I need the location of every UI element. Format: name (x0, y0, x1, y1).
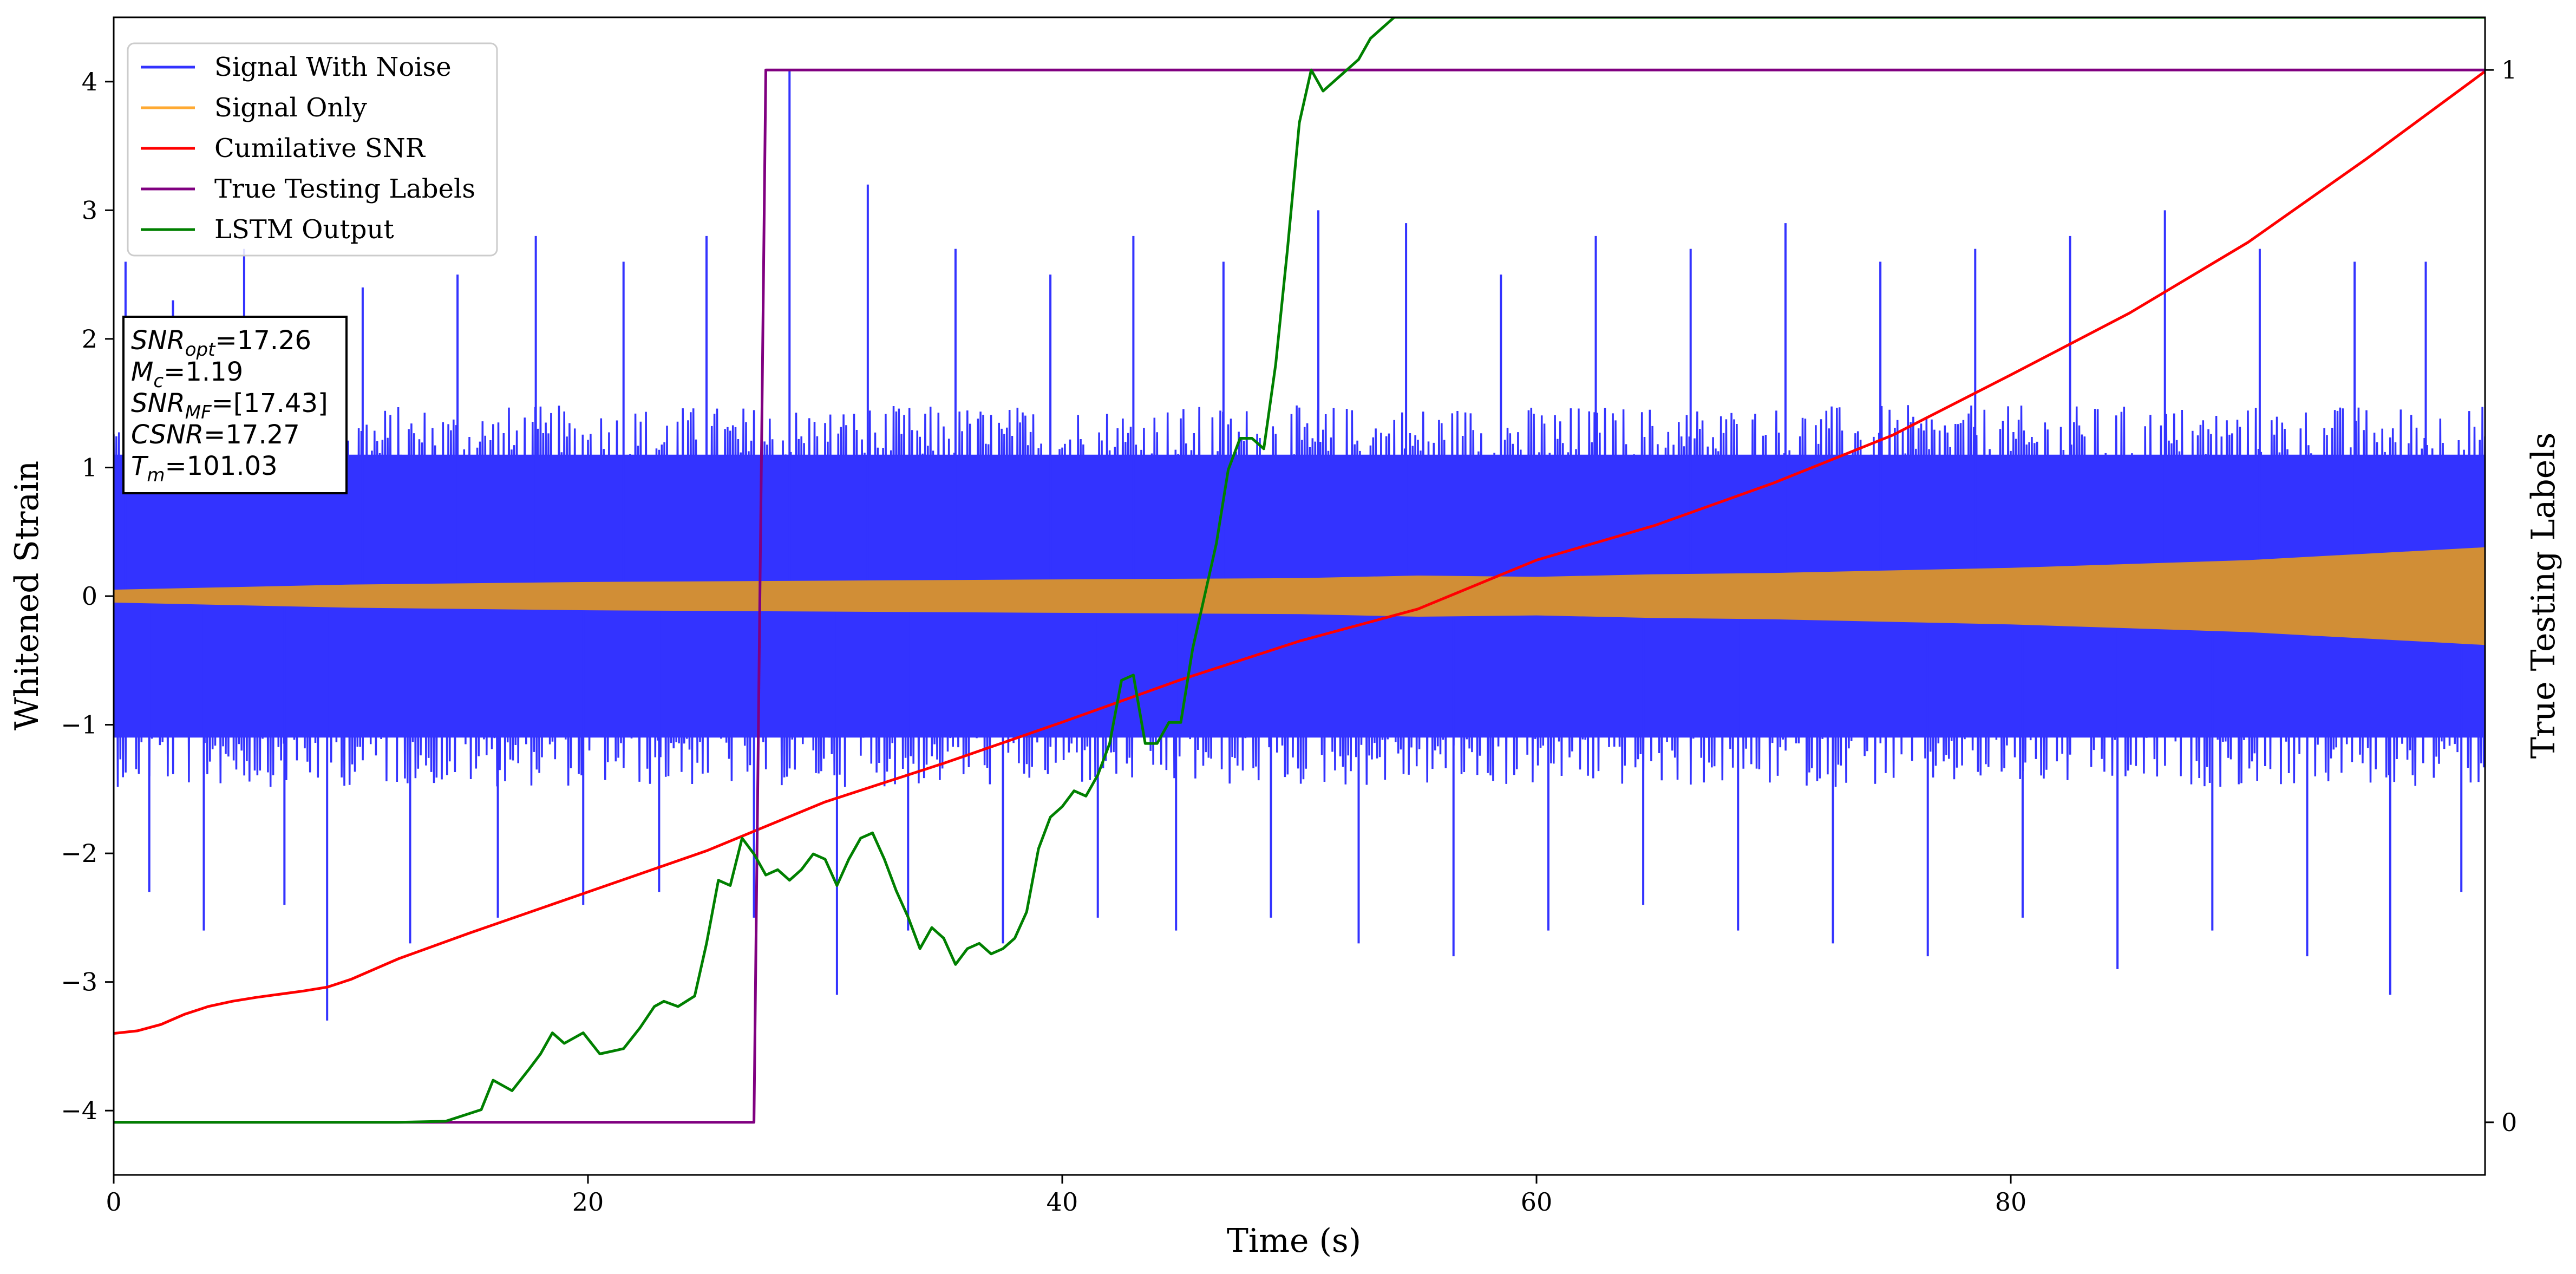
legend-entry: LSTM Output (214, 214, 394, 245)
legend: Signal With Noise Signal Only Cumilative S… (127, 42, 498, 257)
x-tick-label: 60 (1521, 1187, 1553, 1217)
legend-entry: Cumilative SNR (214, 133, 426, 164)
annotation-line: Tm=101.03 (131, 451, 278, 486)
x-axis-label: Time (s) (1227, 1222, 1361, 1260)
series-1 (114, 547, 2485, 645)
y-axis-right-label: True Testing Labels (2525, 433, 2562, 759)
legend-frame (127, 42, 498, 257)
x-tick-label: 20 (572, 1187, 604, 1217)
series-2 (114, 70, 2485, 1035)
y-tick-label: 0 (82, 582, 97, 611)
y-tick-label: −2 (61, 839, 97, 868)
y-tick-label: −3 (61, 968, 97, 997)
signal-envelope (114, 547, 2485, 645)
x-tick-label: 0 (106, 1187, 121, 1217)
legend-entry: True Testing Labels (214, 174, 475, 204)
x-tick-label: 40 (1047, 1187, 1078, 1217)
y-axis-label: Whitened Strain (8, 461, 46, 730)
y-right-tick-label: 1 (2501, 55, 2517, 84)
legend-entry: Signal Only (214, 93, 367, 123)
annotation-frame (122, 316, 348, 494)
legend-entry: Signal With Noise (214, 52, 452, 82)
annotation-line: SNRopt=17.26 (131, 325, 311, 361)
annotation-line: Mc=1.19 (131, 357, 243, 392)
y-tick-label: 4 (82, 67, 97, 96)
y-tick-label: −1 (61, 710, 97, 740)
annotation-line: CSNR=17.27 (131, 420, 300, 450)
y-right-tick-label: 0 (2501, 1108, 2517, 1137)
annotation-box: SNRopt=17.26Mc=1.19SNRMF=[17.43]CSNR=17.… (122, 316, 348, 494)
y-tick-label: 3 (82, 195, 97, 225)
annotation-line: SNRMF=[17.43] (131, 388, 328, 423)
x-tick-label: 80 (1995, 1187, 2027, 1217)
y-tick-label: 1 (82, 453, 97, 482)
y-tick-label: 2 (82, 324, 97, 354)
series-layer (114, 17, 2485, 1124)
y-tick-label: −4 (61, 1096, 97, 1125)
